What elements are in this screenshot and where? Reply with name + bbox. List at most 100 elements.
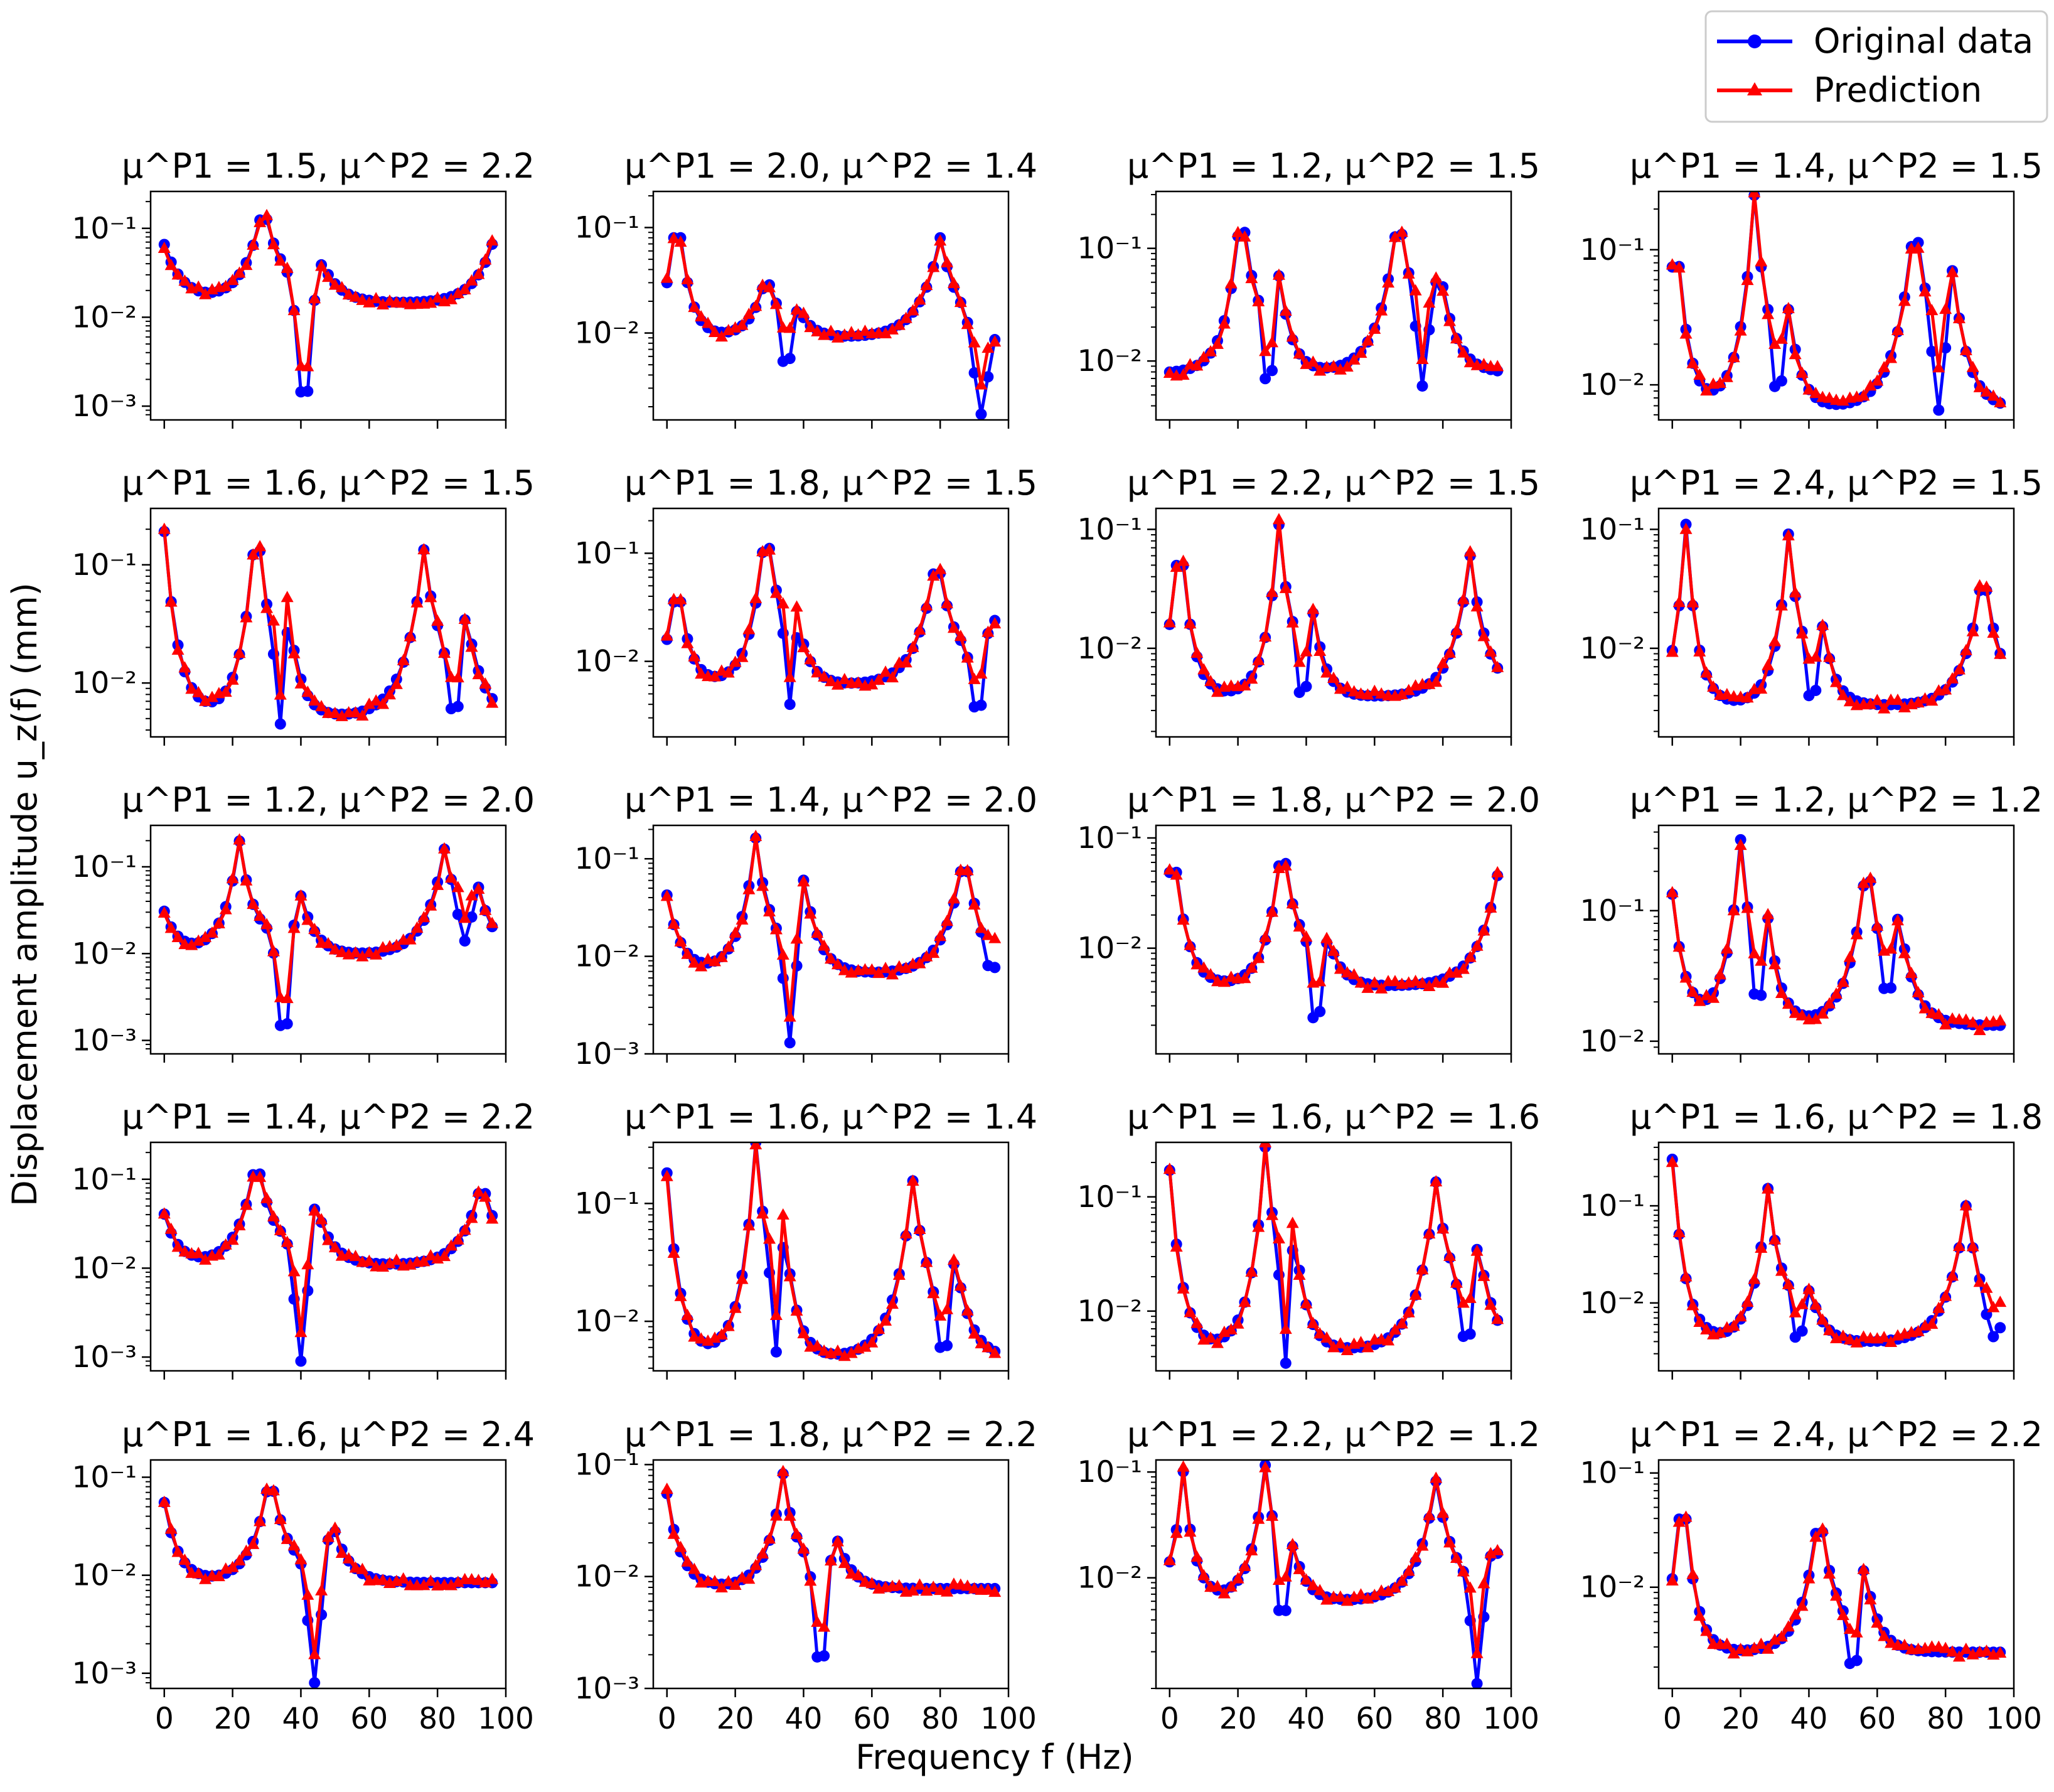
panel-series [1666,1510,2007,1670]
point-prediction [1231,1317,1244,1329]
point-prediction [1809,1012,1822,1024]
point-prediction [1238,972,1251,984]
point-prediction [1177,913,1190,925]
point-prediction [1361,1341,1374,1353]
point-prediction [1463,1581,1477,1593]
point-prediction [1340,1343,1354,1355]
point-prediction [1477,1269,1490,1281]
panel-title: μ^P1 = 1.4, μ^P2 = 1.5 [1630,146,2043,186]
panel-frame [1155,507,1512,738]
y-tick-label: 10⁻¹ [575,536,639,571]
point-prediction [988,335,1002,347]
point-prediction [233,1219,246,1231]
point-prediction [1286,897,1299,909]
point-prediction [695,309,708,321]
y-tick-label: 10⁻² [1580,631,1645,666]
point-prediction [254,215,267,227]
point-prediction [947,621,960,633]
point-prediction [1491,660,1504,672]
point-prediction [178,661,191,673]
point-prediction [171,1545,185,1557]
point-prediction [763,543,776,555]
point-prediction [811,1615,824,1627]
point-prediction [1436,1222,1450,1234]
point-prediction [1843,695,1856,707]
point-prediction [742,308,756,319]
point-prediction [1402,684,1415,695]
x-tick-label: 60 [853,1702,891,1736]
point-prediction [920,279,933,291]
point-prediction [1850,1336,1863,1348]
panel-title: μ^P1 = 1.5, μ^P2 = 2.2 [122,146,535,186]
point-original [818,1650,830,1662]
point-prediction [708,1331,721,1343]
point-prediction [1693,645,1706,657]
point-prediction [1259,930,1272,942]
point-prediction [783,1010,796,1022]
point-prediction [927,569,940,581]
y-tick-label: 10⁻² [575,645,639,679]
point-prediction [479,1190,492,1202]
point-prediction [1430,271,1443,283]
point-prediction [715,1581,728,1593]
point-prediction [934,562,947,574]
point-prediction [1700,384,1713,396]
y-tick-label: 10⁻¹ [72,850,137,884]
point-prediction [301,685,314,697]
point-original [274,718,286,730]
point-prediction [315,1213,328,1225]
point-prediction [199,694,212,706]
panel-series [660,1142,1002,1361]
y-tick-label: 10⁻³ [575,1037,639,1071]
point-prediction [1340,966,1354,978]
panel-15: μ^P1 = 1.6, μ^P2 = 1.6 10⁻¹ 10⁻² [1078,1097,1540,1380]
point-prediction [458,613,471,625]
point-prediction [913,623,926,635]
point-prediction [1789,348,1802,360]
point-prediction [1946,266,1959,277]
point-prediction [1272,1574,1285,1585]
point-prediction [1423,980,1436,992]
y-tick-label: 10⁻¹ [72,212,137,246]
point-prediction [811,325,824,336]
point-prediction [1864,379,1877,391]
point-prediction [1973,380,1986,392]
point-prediction [1912,241,1925,253]
panel-series [1163,225,1504,392]
point-prediction [1878,361,1891,373]
point-prediction [1857,876,1870,888]
x-tick-label: 0 [658,1702,677,1736]
point-prediction [1755,255,1768,267]
point-original [784,353,796,365]
point-prediction [1252,952,1265,963]
point-prediction [1816,1522,1829,1534]
panel-1: μ^P1 = 1.5, μ^P2 = 2.2 10⁻¹ 10⁻² 10⁻³ [72,146,535,429]
point-prediction [1368,684,1381,696]
point-prediction [1816,1313,1829,1325]
panel-series [158,1168,499,1367]
point-prediction [1693,1609,1706,1621]
point-prediction [961,1304,974,1316]
point-prediction [254,540,267,552]
point-prediction [1279,1570,1292,1582]
point-prediction [1416,1539,1429,1551]
point-prediction [1823,1567,1836,1579]
y-tick-label: 10⁻¹ [575,842,639,876]
point-prediction [1354,1336,1367,1348]
point-prediction [363,697,376,709]
point-original [1933,404,1945,416]
point-prediction [1457,962,1470,974]
point-prediction [899,311,912,323]
point-prediction [913,1223,926,1235]
point-prediction [1463,1291,1477,1303]
point-prediction [1204,345,1217,357]
point-prediction [158,906,171,918]
point-prediction [708,670,721,682]
point-prediction [1177,368,1190,380]
y-tick-label: 10⁻² [1078,344,1142,378]
point-prediction [370,948,383,960]
point-prediction [1755,1242,1768,1253]
point-prediction [1830,987,1843,999]
point-prediction [1477,358,1490,370]
point-prediction [831,1344,844,1356]
